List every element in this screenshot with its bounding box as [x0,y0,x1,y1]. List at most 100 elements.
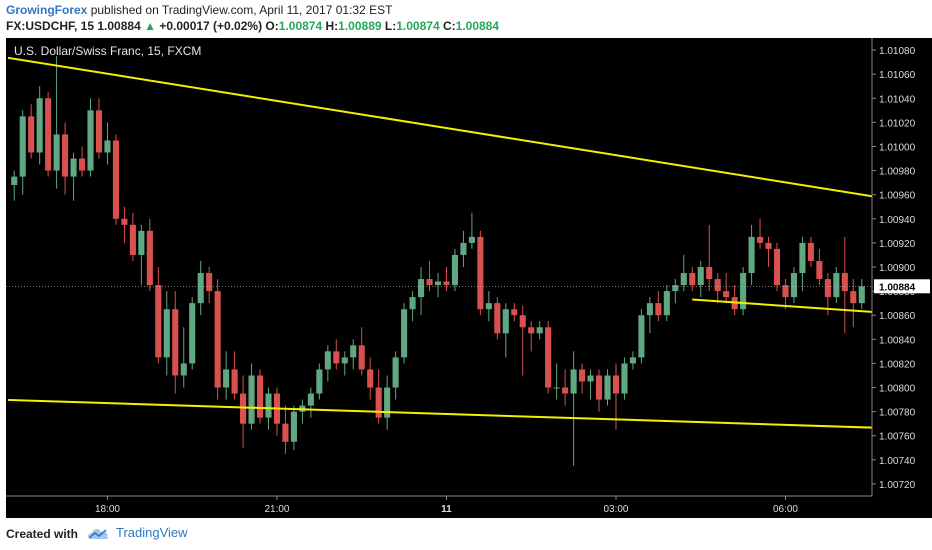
candle-body-down [206,273,213,292]
close-value: 1.00884 [455,19,500,33]
candle-body-down [494,303,501,334]
price-axis-background [872,38,932,518]
candle-body-up [663,291,670,316]
candle-body-down [477,236,484,310]
candle [629,351,636,370]
candle [604,369,611,406]
candle [214,279,221,400]
candle-body-up [858,286,865,304]
candle-body-up [799,242,806,274]
candle-body-up [290,411,297,442]
candlestick-chart[interactable]: U.S. Dollar/Swiss Franc, 15, FXCM 1.01080… [6,38,932,518]
candle-body-down [282,423,289,442]
chart-header: GrowingForex published on TradingView.co… [0,0,932,38]
candle-body-down [714,279,721,292]
price-change: +0.00017 (+0.02%) [159,19,263,33]
trendline-lower-support [6,398,932,431]
symbol-label: FX:USDCHF, 15 [6,19,95,33]
chart-area[interactable]: U.S. Dollar/Swiss Franc, 15, FXCM 1.01080… [6,38,932,518]
y-tick-label: 1.00980 [879,167,916,178]
y-tick-label: 1.00960 [879,191,916,202]
candle-body-down [850,291,857,304]
candle-body-up [341,357,348,364]
candle [697,260,704,298]
tradingview-brand-name[interactable]: TradingView [116,525,188,540]
y-tick-label: 1.00720 [879,480,916,491]
candle-body-down [689,273,696,286]
candle [384,375,391,430]
candle [434,273,442,298]
candle-body-up [646,303,653,316]
candle [163,291,170,376]
candle [121,206,128,243]
candle-body-up [104,140,111,153]
candle-body-up [417,279,425,298]
candle [307,387,314,418]
y-tick-label: 1.00780 [879,408,916,419]
candle-body-up [740,273,747,310]
candle [316,363,323,400]
candle-body-up [53,134,60,171]
candle-body-down [155,285,162,358]
candle [765,236,772,267]
author-name[interactable]: GrowingForex [6,3,88,17]
candle-body-up [163,309,170,358]
y-tick-label: 1.00860 [879,311,916,322]
candle [468,212,475,249]
candle [595,369,603,412]
trendline-upper-resistance [6,56,932,207]
candle [485,291,492,322]
candle-body-down [333,351,340,364]
candle [290,405,297,451]
candle-body-down [172,309,179,376]
candle [87,98,94,177]
candle-body-down [28,116,35,153]
candle-body-up [790,273,798,298]
candle [553,363,560,400]
candle [740,267,747,316]
candle-body-down [95,110,103,153]
candle-body-up [638,315,645,358]
candle-body-down [816,260,823,280]
candle-body-down [824,279,831,298]
candle-body-down [375,387,382,418]
candle [494,297,501,340]
candle [443,267,450,292]
high-label: H: [325,19,339,33]
candle [723,273,730,304]
candle [282,405,289,454]
candle-body-down [519,315,526,328]
tradingview-brand[interactable]: TradingView [86,525,188,540]
candle [570,351,577,466]
candle [231,351,238,400]
candle [53,56,60,189]
candle-body-down [723,291,730,298]
candle [392,351,399,400]
candle [138,224,145,286]
candle [256,369,264,424]
candle [70,152,77,201]
candle-body-up [748,236,755,274]
y-tick-label: 1.01060 [879,70,916,81]
candle [95,98,103,159]
last-price: 1.00884 [97,19,141,33]
y-tick-label: 1.01000 [879,142,916,153]
ohlc-line: FX:USDCHF, 15 1.00884 ▲ +0.00017 (+0.02%… [6,19,499,33]
candle-body-down [612,375,620,394]
low-label: L: [384,19,397,33]
candle [477,230,484,316]
candle-body-down [45,98,52,171]
x-tick-label: 21:00 [264,504,289,515]
candle [502,303,509,358]
published-text: published on TradingView.com, April 11, … [90,3,393,17]
candle-body-up [434,281,442,286]
y-tick-label: 1.01020 [879,118,916,129]
candle-body-down [773,248,781,286]
candle-body-down [443,281,450,286]
candle [409,291,416,322]
candle [451,248,459,292]
candle [850,279,857,328]
candle-body-down [765,242,772,249]
candle [748,224,755,286]
candle [375,369,382,424]
